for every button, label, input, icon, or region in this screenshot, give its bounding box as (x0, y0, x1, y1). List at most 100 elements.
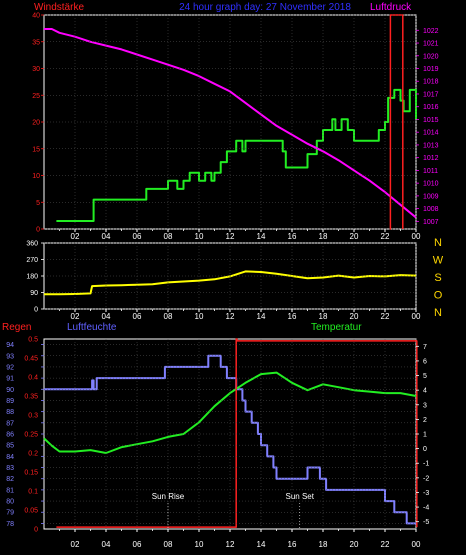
gust-marker-line (389, 14, 404, 230)
x-tick-label: 16 (288, 312, 297, 321)
humidity-line (44, 354, 416, 525)
y-tick-label: 0 (34, 307, 38, 314)
sunrise-label: Sun Rise (152, 492, 185, 501)
y-tick-label: 7 (423, 344, 427, 351)
x-tick-label: 08 (164, 232, 173, 241)
humidity-tick-label: 83 (6, 465, 14, 472)
y-tick-label: 2 (423, 417, 427, 424)
y-tick-label: 4 (423, 388, 427, 395)
humidity-label: Luftfeuchte (67, 322, 117, 333)
humidity-tick-label: 92 (6, 364, 14, 371)
y-tick-label: 1013 (423, 142, 439, 149)
rain-label: Regen (2, 322, 31, 333)
temperature-label: Temperatur (311, 322, 362, 333)
x-tick-label: 10 (195, 540, 204, 549)
temperature-line (43, 371, 417, 454)
x-tick-label: 18 (319, 232, 328, 241)
rain-humidity-temperature-panel: Regen Luftfeuchte Temperatur 02 04 06 08 10 1… (2, 322, 429, 549)
y-tick-label: 5 (36, 200, 40, 207)
y-tick-label: 15 (32, 146, 40, 153)
y-tick-label: 1017 (423, 91, 439, 98)
x-tick-label: 12 (226, 232, 235, 241)
x-tick-label: 04 (102, 232, 111, 241)
y-tick-label: 1007 (423, 219, 439, 226)
x-tick-label: 00 (412, 540, 421, 549)
x-tick-label: 02 (71, 540, 80, 549)
humidity-tick-label: 88 (6, 409, 14, 416)
humidity-tick-label: 80 (6, 499, 14, 506)
y-tick-label: 1015 (423, 117, 439, 124)
y-tick-label: -3 (423, 490, 429, 497)
humidity-tick-label: 78 (6, 521, 14, 528)
x-tick-label: 00 (412, 312, 421, 321)
x-tick-label: 06 (133, 232, 142, 241)
rain-tick-label: 0.25 (24, 432, 38, 439)
chart-title: 24 hour graph day: 27 November 2018 (179, 2, 351, 13)
y-tick-label: 1018 (423, 79, 439, 86)
x-tick-label: 20 (350, 312, 359, 321)
y-tick-label: 1012 (423, 155, 439, 162)
y-tick-label: 40 (32, 13, 40, 20)
humidity-tick-label: 89 (6, 398, 14, 405)
y-tick-label: 1010 (423, 181, 439, 188)
y-tick-label: 25 (32, 93, 40, 100)
x-tick-label: 14 (257, 312, 266, 321)
rain-tick-label: 0.05 (24, 508, 38, 515)
compass-label-n: N (434, 307, 442, 319)
rain-tick-label: 0 (34, 527, 38, 534)
rain-tick-label: 0.35 (24, 394, 38, 401)
x-tick-label: 14 (257, 540, 266, 549)
x-tick-label: 14 (257, 232, 266, 241)
x-tick-label: 22 (381, 232, 390, 241)
x-tick-label: 08 (164, 312, 173, 321)
y-tick-label: 35 (32, 39, 40, 46)
humidity-tick-label: 87 (6, 420, 14, 427)
y-tick-label: 1020 (423, 53, 439, 60)
humidity-tick-label: 91 (6, 376, 14, 383)
compass-label-n: N (434, 237, 442, 249)
y-tick-label: 10 (32, 173, 40, 180)
x-tick-label: 10 (195, 232, 204, 241)
humidity-tick-label: 86 (6, 432, 14, 439)
x-tick-label: 04 (102, 540, 111, 549)
wind-pressure-panel: Windstärke 24 hour graph day: 27 Novembe… (32, 2, 438, 241)
rain-tick-label: 0.1 (28, 489, 38, 496)
y-tick-label: -2 (423, 475, 429, 482)
y-tick-label: 1009 (423, 193, 439, 200)
rain-tick-label: 0.2 (28, 451, 38, 458)
rain-tick-label: 0.15 (24, 470, 38, 477)
x-tick-label: 20 (350, 232, 359, 241)
compass-label-w: W (433, 255, 444, 267)
pressure-label: Luftdruck (370, 2, 412, 13)
x-tick-label: 08 (164, 540, 173, 549)
humidity-tick-label: 94 (6, 342, 14, 349)
y-tick-label: 20 (32, 120, 40, 127)
y-tick-label: 360 (26, 241, 38, 248)
wind-direction-line (44, 270, 417, 296)
y-tick-label: 180 (26, 274, 38, 281)
humidity-tick-label: 90 (6, 387, 14, 394)
y-tick-label: 3 (423, 402, 427, 409)
x-tick-label: 12 (226, 312, 235, 321)
rain-tick-label: 0.4 (28, 375, 38, 382)
x-tick-label: 22 (381, 540, 390, 549)
humidity-tick-label: 82 (6, 476, 14, 483)
y-tick-label: 1019 (423, 66, 439, 73)
rain-tick-label: 0.3 (28, 413, 38, 420)
compass-label-o: O (434, 290, 443, 302)
x-tick-label: 22 (381, 312, 390, 321)
y-tick-label: 1011 (423, 168, 438, 175)
y-tick-label: 1022 (423, 28, 439, 35)
rain-tick-label: 0.5 (28, 337, 38, 344)
compass-label-s: S (434, 272, 441, 284)
y-tick-label: 270 (26, 257, 38, 264)
x-tick-label: 18 (319, 312, 328, 321)
y-tick-label: 1014 (423, 130, 439, 137)
wind-speed-line (56, 88, 417, 222)
x-tick-label: 16 (288, 232, 297, 241)
y-tick-label: 1016 (423, 104, 439, 111)
y-tick-label: 0 (36, 227, 40, 234)
y-tick-label: 90 (30, 290, 38, 297)
x-tick-label: 06 (133, 540, 142, 549)
